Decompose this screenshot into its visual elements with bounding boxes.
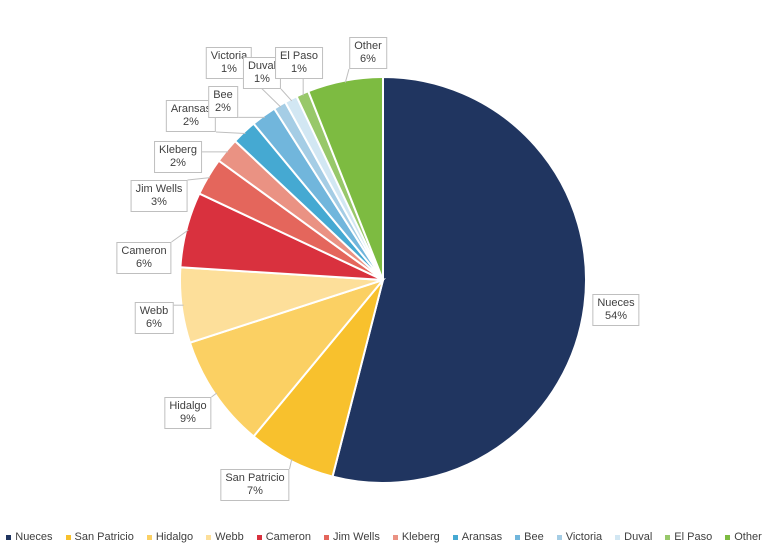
legend-item-jim-wells: Jim Wells: [323, 531, 380, 543]
label-name: Webb: [139, 305, 169, 317]
legend-swatch: [256, 534, 262, 540]
legend: Nueces San Patricio Hidalgo Webb Cameron Jim …: [0, 531, 768, 543]
label-name: Nueces: [597, 297, 635, 309]
legend-swatch: [556, 534, 562, 540]
label-value: 2%: [170, 157, 186, 169]
legend-item-kleberg: Kleberg: [392, 531, 440, 543]
data-label-cameron: Cameron 6%: [116, 242, 172, 274]
legend-label: Bee: [524, 531, 544, 543]
legend-swatch: [6, 534, 12, 540]
data-label-jim-wells: Jim Wells 3%: [130, 180, 188, 212]
legend-item-victoria: Victoria: [556, 531, 603, 543]
legend-label: Nueces: [15, 531, 53, 543]
label-value: 2%: [183, 116, 199, 128]
data-label-san-patricio: San Patricio 7%: [220, 469, 290, 501]
legend-item-bee: Bee: [515, 531, 544, 543]
legend-swatch: [515, 534, 521, 540]
legend-swatch: [392, 534, 398, 540]
legend-item-webb: Webb: [206, 531, 244, 543]
leader-line-other: [344, 68, 350, 83]
label-value: 6%: [360, 53, 376, 65]
data-label-other: Other 6%: [349, 37, 387, 69]
data-label-webb: Webb 6%: [134, 302, 174, 334]
slice-other: [306, 75, 384, 281]
legend-item-duval: Duval: [615, 531, 652, 543]
label-name: Bee: [213, 89, 233, 101]
label-name: El Paso: [280, 50, 318, 62]
label-value: 1%: [254, 73, 270, 85]
legend-label: Aransas: [461, 531, 503, 543]
legend-label: San Patricio: [74, 531, 134, 543]
data-label-kleberg: Kleberg 2%: [154, 141, 202, 173]
legend-item-el-paso: El Paso: [665, 531, 712, 543]
data-label-nueces: Nueces 54%: [592, 294, 640, 326]
data-label-duval: Duval 1%: [242, 57, 282, 89]
label-value: 1%: [221, 63, 237, 75]
legend-label: Cameron: [265, 531, 311, 543]
legend-swatch: [725, 534, 731, 540]
leader-line-cameron: [171, 229, 189, 243]
leader-line-duval: [280, 88, 293, 102]
label-name: Duval: [247, 60, 277, 72]
label-value: 54%: [604, 310, 628, 322]
legend-label: Hidalgo: [155, 531, 194, 543]
data-label-hidalgo: Hidalgo 9%: [164, 397, 212, 429]
legend-label: Webb: [215, 531, 244, 543]
leader-line-hidalgo: [211, 392, 218, 398]
label-name: Jim Wells: [135, 183, 183, 195]
data-label-bee: Bee 2%: [208, 86, 238, 118]
legend-item-san-patricio: San Patricio: [65, 531, 134, 543]
legend-label: Kleberg: [401, 531, 440, 543]
legend-swatch: [323, 534, 329, 540]
data-label-el-paso: El Paso 1%: [275, 47, 323, 79]
legend-label: Duval: [624, 531, 653, 543]
label-value: 6%: [136, 258, 152, 270]
legend-swatch: [452, 534, 458, 540]
legend-swatch: [146, 534, 152, 540]
label-value: 1%: [291, 63, 307, 75]
label-value: 3%: [151, 196, 167, 208]
legend-item-other: Other: [725, 531, 762, 543]
label-value: 6%: [146, 318, 162, 330]
slice-nueces: [331, 75, 587, 484]
legend-item-nueces: Nueces: [6, 531, 53, 543]
legend-item-hidalgo: Hidalgo: [146, 531, 194, 543]
label-name: Other: [354, 40, 382, 52]
legend-swatch: [206, 534, 212, 540]
label-name: Victoria: [210, 50, 248, 62]
legend-item-aransas: Aransas: [452, 531, 503, 543]
leader-line-aransas: [215, 131, 246, 134]
legend-swatch: [615, 534, 621, 540]
leader-line-jim-wells: [187, 177, 211, 181]
label-name: San Patricio: [225, 472, 285, 484]
label-value: 2%: [215, 102, 231, 114]
legend-label: Jim Wells: [332, 531, 380, 543]
legend-swatch: [665, 534, 671, 540]
label-name: Hidalgo: [169, 400, 207, 412]
label-value: 7%: [247, 485, 263, 497]
legend-label: Other: [734, 531, 762, 543]
label-value: 9%: [180, 413, 196, 425]
label-name: Aransas: [170, 103, 212, 115]
legend-item-cameron: Cameron: [256, 531, 311, 543]
legend-label: Victoria: [565, 531, 603, 543]
legend-swatch: [65, 534, 71, 540]
label-name: Cameron: [121, 245, 167, 257]
legend-label: El Paso: [674, 531, 713, 543]
leader-line-san-patricio: [289, 458, 293, 470]
label-name: Kleberg: [159, 144, 197, 156]
